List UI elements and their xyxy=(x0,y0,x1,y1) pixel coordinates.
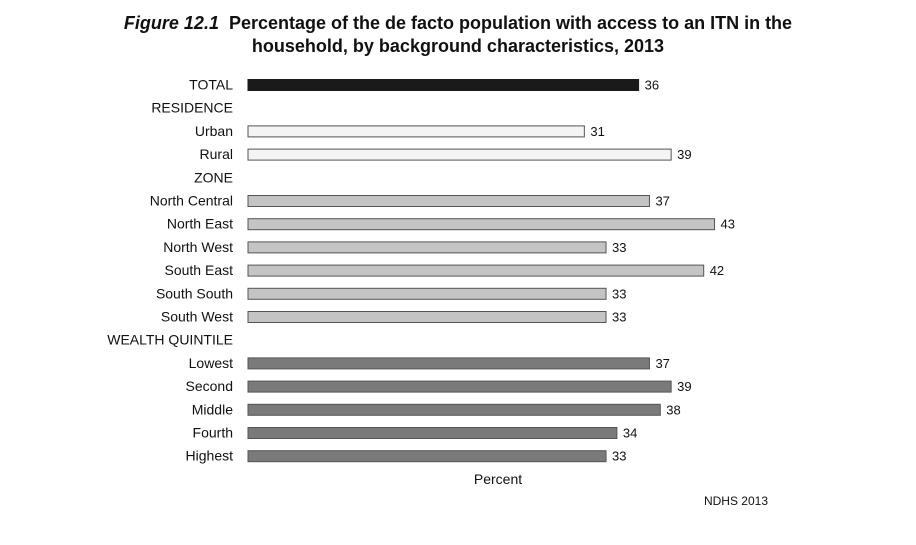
value-label: 39 xyxy=(677,379,691,394)
category-label: Middle xyxy=(192,401,233,417)
value-label: 37 xyxy=(655,356,669,371)
bar xyxy=(247,148,672,161)
value-label: 33 xyxy=(612,286,626,301)
bar xyxy=(247,125,585,138)
bar xyxy=(247,218,716,231)
value-label: 33 xyxy=(612,449,626,464)
category-label: RESIDENCE xyxy=(151,100,233,116)
category-label: Urban xyxy=(195,123,233,139)
category-label: Highest xyxy=(186,448,234,464)
bar xyxy=(247,241,607,254)
value-label: 37 xyxy=(655,194,669,209)
bar xyxy=(247,450,607,463)
bar xyxy=(247,79,640,91)
value-label: 34 xyxy=(623,426,637,441)
value-label: 33 xyxy=(612,240,626,255)
category-label: Lowest xyxy=(189,355,233,371)
value-label: 38 xyxy=(666,402,680,417)
category-label: Second xyxy=(186,378,233,394)
value-label: 36 xyxy=(645,78,659,93)
category-label: ZONE xyxy=(194,169,233,185)
bar xyxy=(247,195,650,207)
category-label: South South xyxy=(156,285,233,301)
value-label: 31 xyxy=(590,124,604,139)
category-label: South East xyxy=(165,262,234,278)
value-label: 42 xyxy=(710,263,724,278)
value-label: 33 xyxy=(612,310,626,325)
bar xyxy=(247,357,650,370)
bar xyxy=(247,427,618,439)
x-axis-label: Percent xyxy=(474,471,522,487)
title-line-1: Percentage of the de facto population wi… xyxy=(228,13,793,33)
category-label: North West xyxy=(163,239,233,255)
bar xyxy=(247,287,607,300)
category-label: TOTAL xyxy=(189,77,233,93)
value-label: 39 xyxy=(677,147,691,162)
category-label: South West xyxy=(161,309,233,325)
bar xyxy=(247,380,672,393)
chart-title: Figure 12.1 Percentage of the de facto p… xyxy=(0,12,916,58)
bar xyxy=(247,311,607,323)
bar xyxy=(247,264,705,277)
category-label: WEALTH QUINTILE xyxy=(107,332,233,348)
title-line-2: household, by background characteristics… xyxy=(251,36,665,56)
category-label: Fourth xyxy=(193,425,233,441)
category-label: North East xyxy=(167,216,233,232)
bar xyxy=(247,403,661,416)
figure-label: Figure 12.1 xyxy=(123,13,219,33)
category-label: Rural xyxy=(200,146,233,162)
category-label: North Central xyxy=(150,193,233,209)
source-note: NDHS 2013 xyxy=(703,494,768,508)
value-label: 43 xyxy=(721,217,735,232)
